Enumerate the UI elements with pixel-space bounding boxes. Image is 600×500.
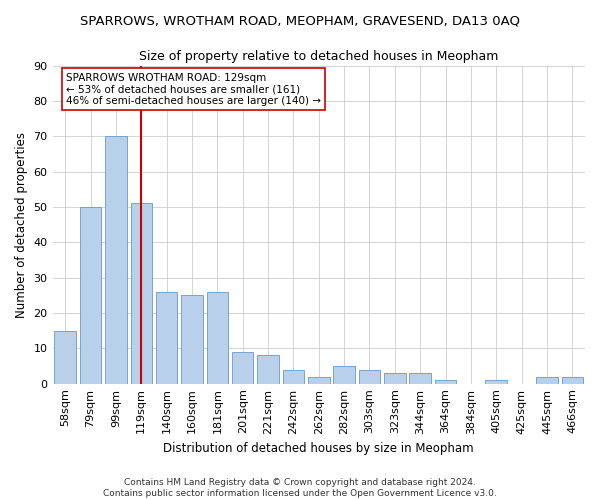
Bar: [131, 204, 152, 384]
Bar: [156, 292, 178, 384]
Bar: [206, 292, 228, 384]
Bar: [232, 352, 253, 384]
Bar: [105, 136, 127, 384]
Bar: [334, 366, 355, 384]
Title: Size of property relative to detached houses in Meopham: Size of property relative to detached ho…: [139, 50, 499, 63]
Bar: [536, 376, 558, 384]
Text: SPARROWS, WROTHAM ROAD, MEOPHAM, GRAVESEND, DA13 0AQ: SPARROWS, WROTHAM ROAD, MEOPHAM, GRAVESE…: [80, 15, 520, 28]
Bar: [435, 380, 457, 384]
Y-axis label: Number of detached properties: Number of detached properties: [15, 132, 28, 318]
Bar: [308, 376, 329, 384]
Bar: [55, 330, 76, 384]
Bar: [485, 380, 507, 384]
Bar: [283, 370, 304, 384]
X-axis label: Distribution of detached houses by size in Meopham: Distribution of detached houses by size …: [163, 442, 474, 455]
Bar: [409, 373, 431, 384]
Bar: [181, 296, 203, 384]
Bar: [384, 373, 406, 384]
Bar: [562, 376, 583, 384]
Bar: [257, 356, 279, 384]
Bar: [80, 207, 101, 384]
Bar: [359, 370, 380, 384]
Text: Contains HM Land Registry data © Crown copyright and database right 2024.
Contai: Contains HM Land Registry data © Crown c…: [103, 478, 497, 498]
Text: SPARROWS WROTHAM ROAD: 129sqm
← 53% of detached houses are smaller (161)
46% of : SPARROWS WROTHAM ROAD: 129sqm ← 53% of d…: [66, 72, 321, 106]
